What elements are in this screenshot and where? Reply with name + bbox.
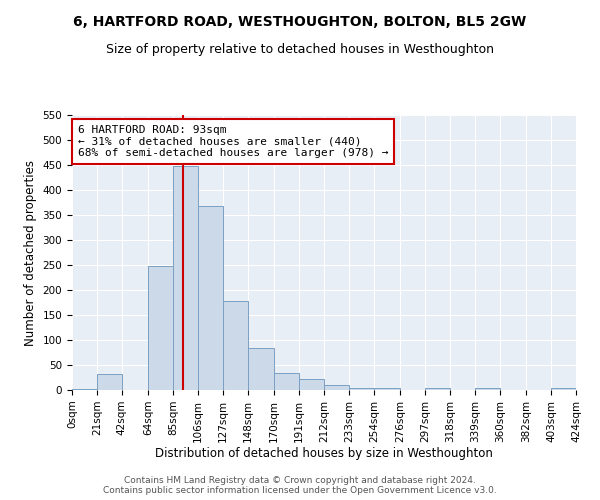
Bar — [551, 388, 576, 390]
Bar — [374, 388, 400, 390]
X-axis label: Distribution of detached houses by size in Westhoughton: Distribution of detached houses by size … — [155, 448, 493, 460]
Bar — [349, 388, 374, 390]
Text: 6 HARTFORD ROAD: 93sqm
← 31% of detached houses are smaller (440)
68% of semi-de: 6 HARTFORD ROAD: 93sqm ← 31% of detached… — [78, 125, 388, 158]
Text: 6, HARTFORD ROAD, WESTHOUGHTON, BOLTON, BL5 2GW: 6, HARTFORD ROAD, WESTHOUGHTON, BOLTON, … — [73, 15, 527, 29]
Bar — [97, 374, 122, 390]
Bar — [173, 166, 198, 390]
Bar — [72, 388, 97, 390]
Y-axis label: Number of detached properties: Number of detached properties — [24, 160, 37, 346]
Bar — [148, 266, 173, 390]
Bar — [425, 388, 450, 390]
Bar — [248, 348, 274, 390]
Text: Contains HM Land Registry data © Crown copyright and database right 2024.: Contains HM Land Registry data © Crown c… — [124, 476, 476, 485]
Bar — [299, 379, 324, 390]
Bar — [223, 301, 248, 390]
Bar — [475, 388, 500, 390]
Bar — [274, 372, 299, 390]
Bar — [198, 206, 223, 390]
Text: Size of property relative to detached houses in Westhoughton: Size of property relative to detached ho… — [106, 42, 494, 56]
Text: Contains public sector information licensed under the Open Government Licence v3: Contains public sector information licen… — [103, 486, 497, 495]
Bar — [324, 385, 349, 390]
